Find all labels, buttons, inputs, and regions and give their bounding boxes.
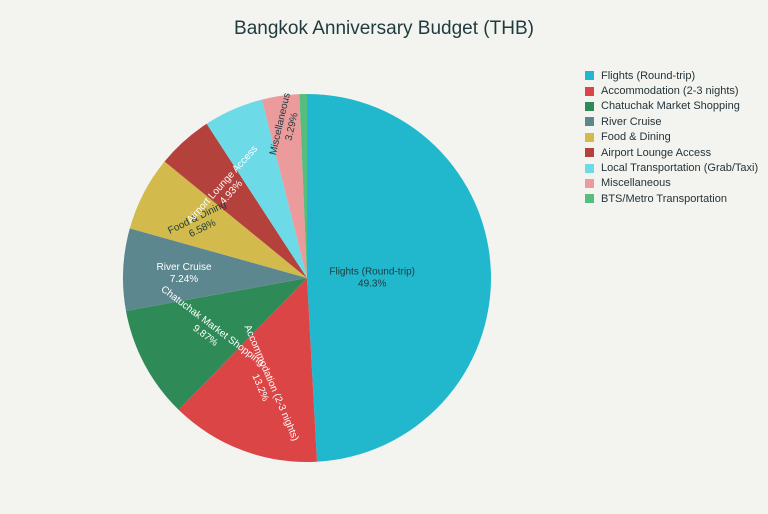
- pie-slice-accommodation-2-3-nights: [178, 278, 317, 462]
- pie-slice-bts-metro-transportation: [299, 94, 307, 278]
- legend-item-flights-round-trip[interactable]: Flights (Round-trip): [585, 68, 758, 83]
- legend-swatch: [585, 178, 594, 188]
- legend-item-river-cruise[interactable]: River Cruise: [585, 114, 758, 129]
- legend-label: Airport Lounge Access: [601, 146, 712, 159]
- legend-swatch: [585, 148, 594, 158]
- pie-slice-food-dining: [129, 161, 307, 278]
- legend-label: Local Transportation (Grab/Taxi): [601, 162, 759, 175]
- legend-item-local-transportation-grab-taxi[interactable]: Local Transportation (Grab/Taxi): [585, 160, 758, 175]
- legend-label: Chatuchak Market Shopping: [601, 100, 740, 113]
- legend-swatch: [585, 71, 594, 81]
- legend-swatch: [585, 194, 594, 204]
- legend-label: Flights (Round-trip): [601, 69, 696, 82]
- legend-label: Food & Dining: [601, 131, 671, 144]
- legend-swatch: [585, 163, 594, 173]
- slice-label-flights-round-trip: Flights (Round-trip) 49.3%: [329, 267, 415, 290]
- pie-slice-flights-round-trip: [307, 94, 492, 462]
- legend-swatch: [585, 132, 594, 142]
- legend-label: River Cruise: [601, 115, 662, 128]
- slice-label-river-cruise: River Cruise 7.24%: [157, 262, 212, 285]
- legend: Flights (Round-trip) Accommodation (2-3 n…: [585, 68, 758, 207]
- pie-slice-chatuchak-market-shopping: [125, 278, 307, 410]
- legend-label: Accommodation (2-3 nights): [601, 85, 739, 98]
- legend-item-miscellaneous[interactable]: Miscellaneous: [585, 176, 758, 191]
- legend-item-airport-lounge-access[interactable]: Airport Lounge Access: [585, 145, 758, 160]
- legend-item-bts-metro-transportation[interactable]: BTS/Metro Transportation: [585, 191, 758, 206]
- chart-title: Bangkok Anniversary Budget (THB): [234, 18, 534, 39]
- pie-slice-local-transportation-grab-taxi: [206, 99, 307, 278]
- legend-item-food-dining[interactable]: Food & Dining: [585, 130, 758, 145]
- pie-slice-miscellaneous: [261, 94, 307, 278]
- legend-swatch: [585, 101, 594, 111]
- legend-label: BTS/Metro Transportation: [601, 192, 727, 205]
- legend-label: Miscellaneous: [601, 177, 671, 190]
- slices-group: [122, 94, 492, 462]
- legend-item-accommodation-2-3-nights[interactable]: Accommodation (2-3 nights): [585, 83, 758, 98]
- legend-swatch: [585, 86, 594, 96]
- legend-item-chatuchak-market-shopping[interactable]: Chatuchak Market Shopping: [585, 99, 758, 114]
- pie-slice-river-cruise: [122, 228, 307, 311]
- pie-slice-airport-lounge-access: [164, 123, 307, 278]
- legend-swatch: [585, 117, 594, 127]
